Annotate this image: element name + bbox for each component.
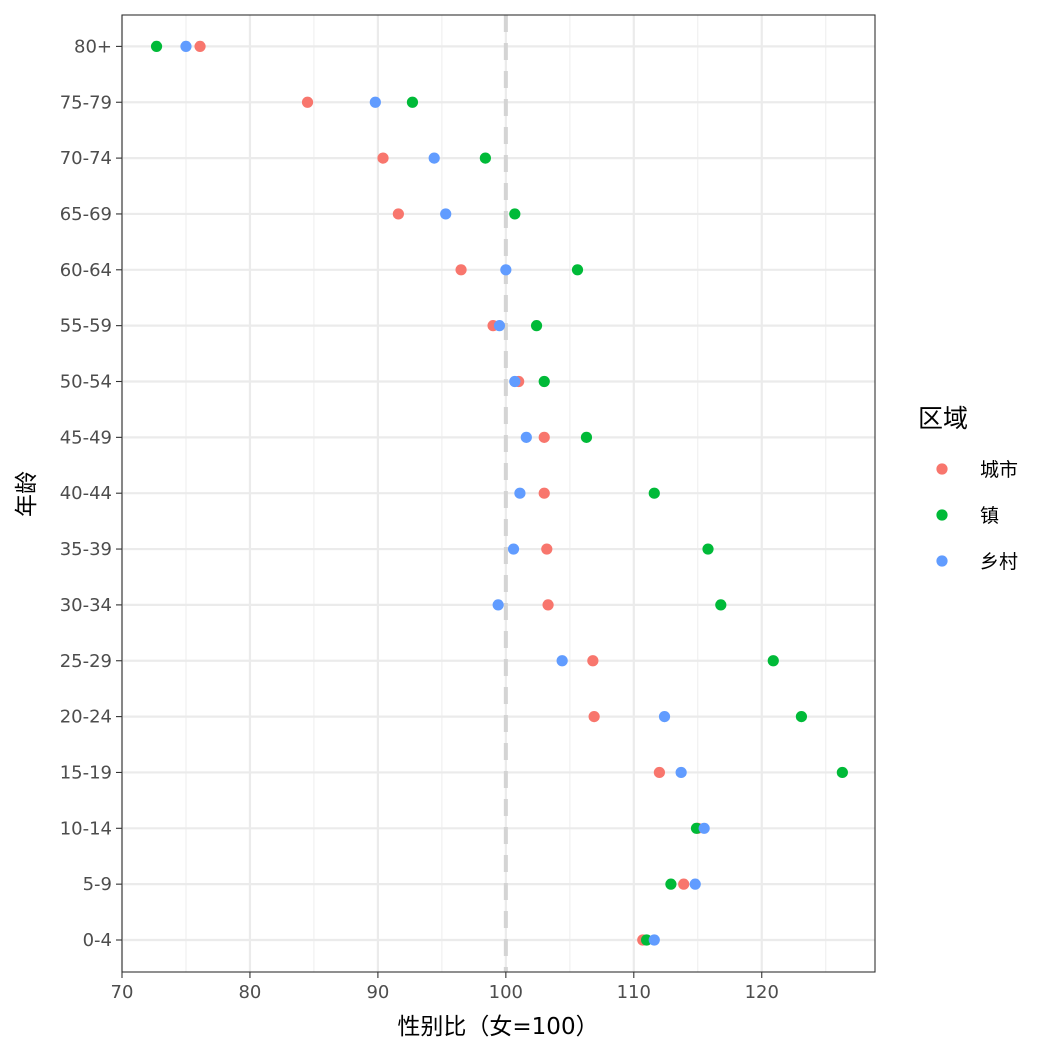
data-point	[194, 40, 206, 53]
data-point	[542, 599, 554, 611]
y-tick-label: 20-24	[60, 707, 112, 728]
y-tick-label: 55-59	[60, 316, 112, 337]
data-point	[836, 766, 848, 779]
data-point	[440, 208, 452, 220]
legend-label: 镇	[980, 505, 999, 527]
legend-label: 乡村	[980, 551, 1018, 573]
legend-key	[936, 555, 948, 567]
data-point	[500, 264, 512, 276]
x-tick-label: 90	[366, 982, 389, 1003]
data-point	[767, 655, 779, 667]
data-point	[538, 375, 550, 388]
data-point	[702, 543, 714, 555]
data-point	[541, 543, 553, 555]
data-point	[369, 96, 381, 108]
x-tick-label: 110	[617, 982, 651, 1003]
y-axis-title: 年龄	[14, 471, 40, 517]
data-point	[587, 655, 599, 667]
data-point	[665, 878, 677, 890]
data-point	[392, 208, 404, 220]
data-point	[428, 152, 440, 164]
y-tick-label: 5-9	[83, 874, 112, 895]
data-point	[690, 822, 703, 834]
data-point	[479, 152, 491, 164]
data-point	[795, 711, 808, 723]
data-point	[675, 766, 687, 779]
data-point	[648, 934, 660, 946]
x-tick-label: 80	[238, 982, 261, 1003]
data-point	[556, 655, 568, 667]
data-point	[507, 543, 520, 555]
y-tick-label: 65-69	[60, 204, 112, 225]
x-tick-label: 120	[745, 982, 779, 1003]
data-point	[180, 40, 192, 53]
data-point	[678, 878, 690, 890]
x-axis-title: 性别比（女=100）	[397, 1014, 598, 1040]
data-point	[580, 431, 593, 443]
data-point	[492, 599, 504, 611]
data-point	[538, 431, 550, 443]
y-axis: 0-4 5-9 10-14 15-19 20-24 25-29 30-34 35-39 40-4…	[60, 36, 122, 951]
legend-label: 城市	[980, 459, 1018, 481]
y-tick-label: 60-64	[60, 260, 112, 281]
data-point	[653, 766, 665, 779]
y-tick-label: 15-19	[60, 762, 112, 783]
data-point	[377, 152, 389, 164]
data-point	[455, 264, 467, 276]
y-tick-label: 70-74	[60, 148, 112, 169]
data-point	[640, 934, 653, 946]
x-tick-label: 100	[489, 982, 523, 1003]
y-tick-label: 0-4	[83, 930, 112, 951]
x-axis: 70 80 90 100 110 120	[111, 972, 779, 1003]
y-tick-label: 10-14	[60, 818, 112, 839]
data-point	[530, 320, 543, 332]
y-tick-label: 80+	[74, 36, 112, 57]
data-point	[698, 822, 710, 834]
y-tick-label: 25-29	[60, 651, 112, 672]
data-point	[648, 487, 660, 499]
y-tick-label: 45-49	[60, 427, 112, 448]
y-tick-label: 40-44	[60, 483, 112, 504]
data-point	[514, 487, 526, 499]
data-point	[509, 375, 521, 388]
data-point	[689, 878, 701, 890]
y-tick-label: 75-79	[60, 92, 112, 113]
data-point	[658, 711, 671, 723]
y-tick-label: 35-39	[60, 539, 112, 560]
y-tick-label: 50-54	[60, 372, 112, 393]
data-point	[538, 487, 550, 499]
legend-key	[936, 509, 948, 521]
data-point	[520, 431, 532, 443]
data-point	[509, 208, 521, 220]
data-points	[150, 40, 848, 946]
legend-title: 区域	[918, 404, 968, 433]
x-tick-label: 70	[111, 982, 134, 1003]
grid	[120, 15, 875, 972]
data-point	[715, 599, 727, 611]
data-point	[493, 320, 506, 332]
data-point	[301, 96, 314, 108]
data-point	[571, 264, 584, 276]
y-tick-label: 30-34	[60, 595, 112, 616]
data-point	[150, 40, 163, 53]
legend-key	[936, 463, 948, 475]
data-point	[588, 711, 600, 723]
data-point	[406, 96, 419, 108]
